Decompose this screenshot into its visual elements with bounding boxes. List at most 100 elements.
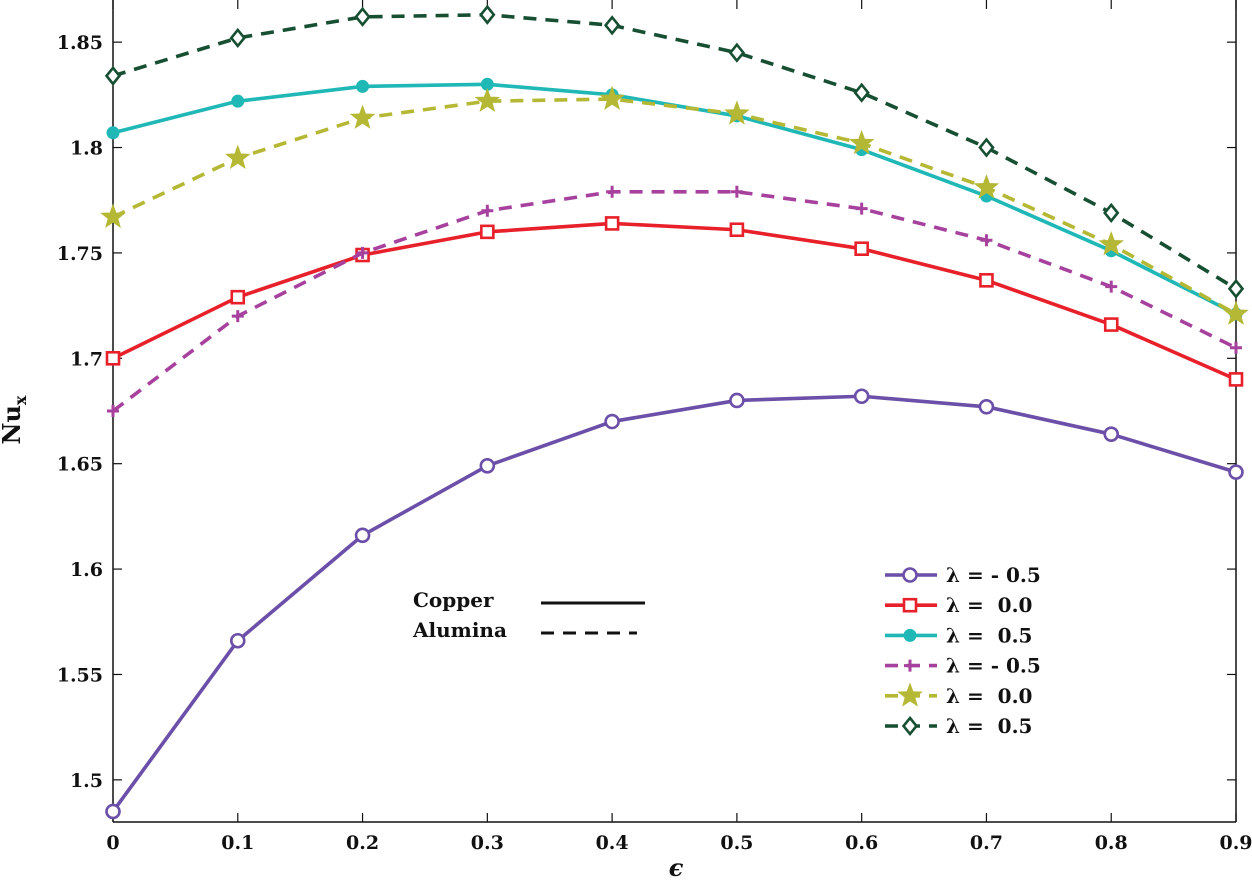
legend-label: λ = - 0.5 xyxy=(946,654,1041,678)
data-point xyxy=(231,310,244,323)
data-point xyxy=(603,15,621,36)
legend-marker xyxy=(903,628,917,642)
y-axis-title-subscript: x xyxy=(11,395,30,405)
annotation-label: Copper xyxy=(413,588,494,612)
legend-label: λ = 0.0 xyxy=(946,593,1032,617)
legend-item: λ = - 0.5 xyxy=(885,563,1041,587)
data-point xyxy=(599,85,625,110)
data-point xyxy=(728,42,746,63)
material-annotation: Copper Alumina xyxy=(412,588,645,642)
legend-item: λ = 0.5 xyxy=(885,623,1032,647)
data-point xyxy=(479,4,496,25)
data-point xyxy=(231,94,245,108)
y-axis-title-main: Nu xyxy=(0,405,26,444)
series-line xyxy=(111,394,1237,813)
data-point xyxy=(979,273,994,288)
data-point xyxy=(848,129,875,155)
legend-item: λ = 0.0 xyxy=(885,682,1032,708)
x-tick-label: 0.8 xyxy=(1095,832,1128,854)
data-point xyxy=(854,241,869,257)
y-tick-label: 1.8 xyxy=(70,138,103,160)
tick-labels: 0 0.1 0.2 0.3 0.4 0.5 0.6 0.7 0.8 0.9 1.5 1.55 1.6 1.… xyxy=(57,32,1252,854)
data-point xyxy=(606,185,619,198)
series-group xyxy=(100,4,1249,820)
x-tick-label: 0.5 xyxy=(720,832,753,854)
x-tick-label: 0.3 xyxy=(471,832,504,854)
series-5 xyxy=(100,85,1249,325)
data-point xyxy=(973,174,1000,199)
data-point xyxy=(104,65,122,86)
data-point xyxy=(105,351,121,366)
legend-marker xyxy=(902,567,918,583)
series-1 xyxy=(105,388,1244,820)
legend-marker xyxy=(902,597,918,613)
legend-label: λ = - 0.5 xyxy=(946,563,1041,587)
data-point xyxy=(1103,426,1120,442)
series-6 xyxy=(104,4,1245,299)
x-tick-label: 0.2 xyxy=(346,832,379,854)
y-tick-label: 1.6 xyxy=(70,559,103,581)
series-line xyxy=(111,190,1237,413)
data-point xyxy=(724,100,750,125)
data-point xyxy=(1103,202,1120,223)
y-axis-title: Nux xyxy=(0,395,30,444)
x-tick-label: 0.6 xyxy=(845,832,878,854)
legend-label: λ = 0.0 xyxy=(946,684,1032,708)
data-point xyxy=(479,457,496,474)
legend-marker xyxy=(901,715,919,737)
data-point xyxy=(980,234,993,247)
data-point xyxy=(354,527,371,544)
y-tick-label: 1.7 xyxy=(70,348,103,370)
data-point xyxy=(604,413,620,430)
data-point xyxy=(230,289,246,305)
data-point xyxy=(729,222,745,238)
data-point xyxy=(107,405,119,417)
data-point xyxy=(1227,278,1245,299)
series-2 xyxy=(105,216,1244,387)
legend-marker xyxy=(897,682,923,707)
legend-item: λ = 0.0 xyxy=(885,593,1032,617)
y-tick-label: 1.55 xyxy=(57,664,103,686)
data-point xyxy=(1228,372,1244,387)
x-tick-label: 0.4 xyxy=(596,832,629,854)
data-point xyxy=(354,6,371,27)
data-point xyxy=(853,82,870,103)
x-tick-label: 0.7 xyxy=(970,832,1003,854)
data-point xyxy=(853,388,870,405)
x-tick-label: 0 xyxy=(106,832,119,854)
data-point xyxy=(1228,464,1244,480)
series-line xyxy=(112,82,1237,316)
data-point xyxy=(105,803,121,820)
x-axis-title: ϵ xyxy=(669,853,684,882)
data-point xyxy=(474,87,501,113)
data-point xyxy=(224,144,251,169)
legend-marker xyxy=(904,659,916,672)
series-line xyxy=(112,97,1237,316)
axis-ticks xyxy=(112,0,1237,822)
data-point xyxy=(604,216,620,231)
data-point xyxy=(356,246,369,259)
data-point xyxy=(978,137,995,158)
data-point xyxy=(855,202,868,215)
data-point xyxy=(1098,231,1125,256)
data-point xyxy=(1230,341,1242,354)
data-point xyxy=(1223,300,1249,325)
data-point xyxy=(481,204,494,217)
data-point xyxy=(1103,317,1119,332)
series-4 xyxy=(107,185,1242,417)
series-line xyxy=(112,12,1237,291)
data-point xyxy=(229,632,246,649)
data-point xyxy=(480,224,495,240)
legend: λ = - 0.5 λ = 0.0 λ = 0.5 λ = - 0.5 λ = 0.0 λ… xyxy=(885,563,1041,738)
legend-item: λ = 0.5 xyxy=(885,714,1032,738)
x-tick-label: 0.1 xyxy=(221,832,254,854)
y-tick-label: 1.85 xyxy=(57,32,103,54)
y-tick-label: 1.65 xyxy=(57,454,103,476)
legend-label: λ = 0.5 xyxy=(946,623,1032,647)
y-tick-label: 1.5 xyxy=(70,770,103,792)
data-point xyxy=(730,185,743,198)
data-point xyxy=(229,27,246,49)
data-point xyxy=(729,392,745,409)
annotation-label: Alumina xyxy=(412,618,507,642)
